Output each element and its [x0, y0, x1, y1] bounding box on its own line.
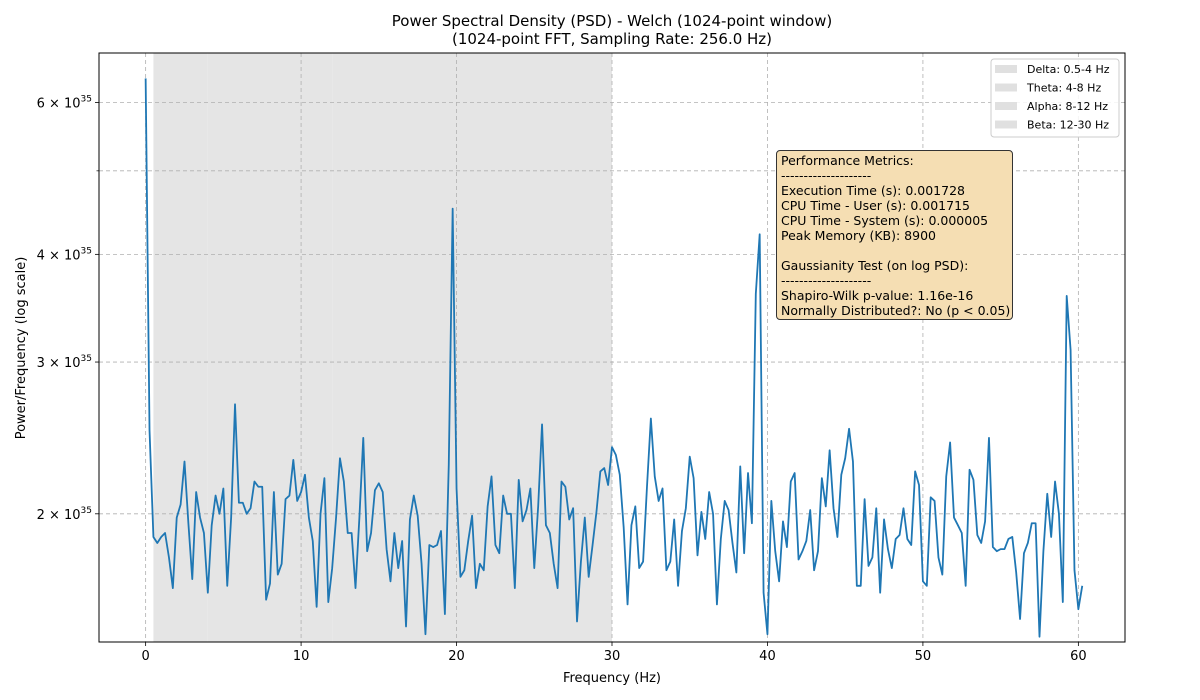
- x-tick-label: 30: [604, 649, 621, 664]
- metrics-line: --------------------: [781, 273, 872, 288]
- band-delta: [153, 53, 208, 642]
- metrics-line: CPU Time - System (s): 0.000005: [781, 213, 989, 228]
- x-axis-label: Frequency (Hz): [563, 671, 661, 686]
- x-tick-label: 40: [759, 649, 776, 664]
- metrics-line: CPU Time - User (s): 0.001715: [781, 198, 970, 213]
- psd-line: [144, 78, 1084, 638]
- metrics-line: Execution Time (s): 0.001728: [781, 183, 965, 198]
- chart-subtitle: (1024-point FFT, Sampling Rate: 256.0 Hz…: [452, 30, 772, 48]
- y-tick-label: 4 × 1035: [37, 246, 92, 263]
- x-tick-label: 10: [293, 649, 310, 664]
- legend-swatch: [995, 83, 1017, 92]
- metrics-line: Peak Memory (KB): 8900: [781, 228, 936, 243]
- legend-label: Alpha: 8-12 Hz: [1027, 100, 1108, 113]
- y-tick-label: 6 × 1035: [37, 95, 92, 112]
- legend: Delta: 0.5-4 Hz Theta: 4-8 Hz Alpha: 8-12 …: [990, 58, 1120, 138]
- metrics-line: Normally Distributed?: No (p < 0.05): [781, 303, 1011, 318]
- x-tick-label: 0: [141, 649, 149, 664]
- legend-swatch: [995, 102, 1017, 110]
- x-tick-label: 50: [915, 649, 932, 664]
- metrics-line: Gaussianity Test (on log PSD):: [781, 258, 969, 273]
- band-theta: [207, 53, 270, 642]
- band-beta: [332, 53, 612, 642]
- metrics-line: --------------------: [781, 168, 872, 183]
- x-tick-label: 60: [1070, 649, 1087, 664]
- metrics-line: Shapiro-Wilk p-value: 1.16e-16: [781, 288, 974, 303]
- y-axis-label: Power/Frequency (log scale): [14, 257, 29, 440]
- metrics-line: Performance Metrics:: [781, 153, 914, 168]
- performance-metrics-box: Performance Metrics: --------------------…: [776, 150, 1013, 320]
- x-tick-label: 20: [448, 649, 465, 664]
- y-tick-label: 2 × 1035: [37, 506, 92, 523]
- legend-label: Theta: 4-8 Hz: [1026, 82, 1101, 95]
- y-tick-label: 3 × 1035: [37, 354, 92, 371]
- legend-label: Delta: 0.5-4 Hz: [1027, 63, 1110, 76]
- chart-title: Power Spectral Density (PSD) - Welch (10…: [392, 12, 832, 30]
- legend-swatch: [995, 120, 1017, 129]
- plot-frame: [98, 52, 1126, 643]
- legend-swatch: [995, 65, 1017, 73]
- legend-frame: [990, 58, 1120, 138]
- legend-label: Beta: 12-30 Hz: [1027, 119, 1109, 132]
- metrics-line: [781, 243, 1008, 258]
